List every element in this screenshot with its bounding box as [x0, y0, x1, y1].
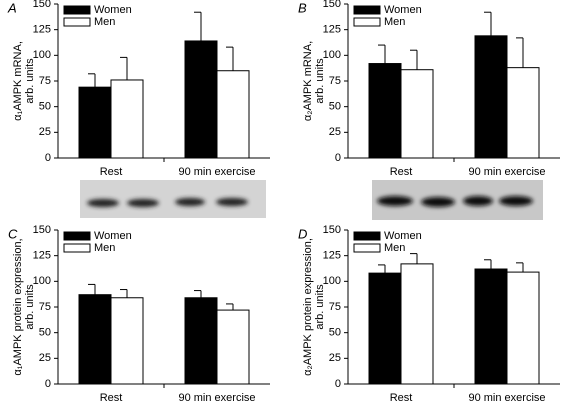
y-tick-label: 100: [33, 49, 51, 61]
panel-label: D: [298, 226, 307, 241]
y-tick-label: 75: [39, 301, 51, 313]
bar: [184, 40, 218, 159]
legend-swatch: [63, 17, 91, 27]
x-tick-label: 90 min exercise: [468, 392, 545, 402]
y-tick-label: 25: [329, 126, 341, 138]
bar: [506, 67, 540, 159]
panel-label: A: [7, 0, 17, 15]
bar: [216, 70, 250, 159]
legend-label: Women: [384, 230, 422, 242]
bar: [216, 309, 250, 385]
legend-label: Women: [384, 4, 422, 16]
bar: [110, 297, 144, 385]
y-tick-label: 125: [323, 250, 341, 262]
y-tick-label: 75: [39, 75, 51, 87]
y-tick-label: 125: [33, 250, 51, 262]
legend-swatch: [353, 231, 381, 241]
western-blot: [372, 180, 543, 220]
bar: [506, 271, 540, 385]
legend-label: Men: [384, 16, 405, 28]
bar: [400, 69, 434, 159]
panel-label: C: [8, 226, 18, 241]
y-tick-label: 150: [33, 224, 51, 236]
y-tick-label: 25: [39, 352, 51, 364]
bar: [78, 294, 112, 385]
x-tick-label: 90 min exercise: [178, 166, 255, 178]
bar: [184, 297, 218, 385]
bar: [78, 86, 112, 159]
bar: [368, 272, 402, 385]
y-axis-label: arb. units: [24, 284, 36, 330]
legend-swatch: [353, 17, 381, 27]
bar: [368, 63, 402, 159]
legend-label: Men: [94, 242, 115, 254]
y-tick-label: 75: [329, 301, 341, 313]
x-tick-label: Rest: [100, 392, 123, 402]
y-tick-label: 150: [33, 0, 51, 10]
y-tick-label: 50: [329, 101, 341, 113]
y-tick-label: 50: [329, 327, 341, 339]
legend-swatch: [353, 243, 381, 253]
y-tick-label: 0: [335, 378, 341, 390]
y-axis-label: arb. units: [314, 58, 326, 104]
y-tick-label: 25: [329, 352, 341, 364]
bar: [474, 35, 508, 159]
western-blot: [80, 180, 266, 218]
y-axis-label: α₁AMPK protein expression,: [12, 238, 24, 375]
legend-label: Men: [94, 16, 115, 28]
x-tick-label: Rest: [100, 166, 123, 178]
x-tick-label: Rest: [390, 166, 413, 178]
panel-label: B: [298, 0, 307, 15]
x-tick-label: 90 min exercise: [178, 392, 255, 402]
y-tick-label: 50: [39, 327, 51, 339]
y-tick-label: 75: [329, 75, 341, 87]
legend-swatch: [353, 5, 381, 15]
x-tick-label: Rest: [390, 392, 413, 402]
legend-swatch: [63, 243, 91, 253]
y-axis-label: arb. units: [24, 58, 36, 104]
y-axis-label: α₂AMPK protein expression,: [302, 238, 314, 376]
y-tick-label: 50: [39, 101, 51, 113]
y-tick-label: 100: [33, 275, 51, 287]
y-axis-label: arb. units: [314, 284, 326, 330]
y-tick-label: 0: [45, 152, 51, 164]
legend-swatch: [63, 5, 91, 15]
bar: [474, 268, 508, 385]
y-tick-label: 150: [323, 224, 341, 236]
x-tick-label: 90 min exercise: [468, 166, 545, 178]
legend-label: Women: [94, 4, 132, 16]
bar: [110, 79, 144, 159]
y-tick-label: 125: [33, 24, 51, 36]
y-tick-label: 25: [39, 126, 51, 138]
legend-label: Men: [384, 242, 405, 254]
y-tick-label: 100: [323, 275, 341, 287]
legend-label: Women: [94, 230, 132, 242]
y-tick-label: 0: [45, 378, 51, 390]
legend-swatch: [63, 231, 91, 241]
y-tick-label: 0: [335, 152, 341, 164]
y-tick-label: 125: [323, 24, 341, 36]
y-tick-label: 150: [323, 0, 341, 10]
y-axis-label: α₁AMPK mRNA,: [12, 41, 24, 121]
bar: [400, 263, 434, 385]
y-axis-label: α₂AMPK mRNA,: [302, 41, 314, 121]
y-tick-label: 100: [323, 49, 341, 61]
